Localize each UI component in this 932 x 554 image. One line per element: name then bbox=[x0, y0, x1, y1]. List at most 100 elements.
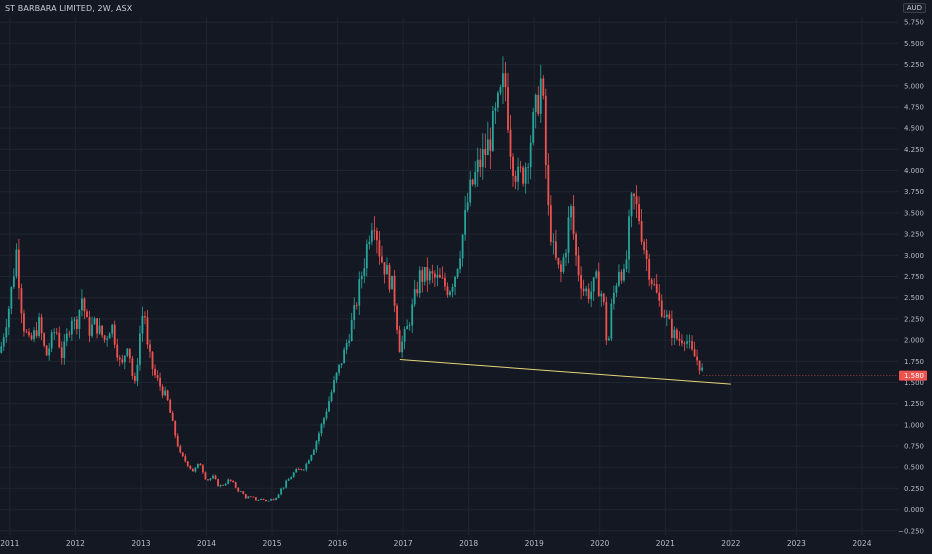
candle-body bbox=[280, 488, 282, 495]
candle-body bbox=[517, 166, 519, 182]
candle-body bbox=[623, 268, 625, 281]
candle-body bbox=[242, 491, 245, 495]
candle-body bbox=[0, 346, 3, 353]
candle-body bbox=[466, 202, 469, 210]
candle-body bbox=[194, 467, 197, 472]
candle-body bbox=[464, 209, 467, 235]
candle-body bbox=[275, 497, 277, 501]
candle-body bbox=[98, 325, 101, 334]
candle-body bbox=[267, 500, 270, 502]
candle-body bbox=[486, 139, 489, 155]
candle-body bbox=[612, 292, 615, 304]
candle-body bbox=[202, 465, 204, 473]
candle-body bbox=[373, 230, 376, 232]
y-tick-label: 2.500 bbox=[904, 294, 924, 302]
candle-body bbox=[338, 364, 340, 373]
y-tick-label: −0.250 bbox=[898, 527, 924, 535]
candle-body bbox=[191, 468, 194, 472]
y-tick-label: 5.000 bbox=[904, 82, 924, 90]
candle-body bbox=[471, 179, 474, 185]
candle-body bbox=[265, 499, 267, 502]
candle-body bbox=[670, 318, 673, 338]
candle-body bbox=[514, 176, 517, 182]
candle-body bbox=[547, 165, 550, 206]
candle-body bbox=[227, 479, 230, 484]
candle-body bbox=[494, 107, 497, 111]
candle-body bbox=[78, 310, 81, 329]
candle-body bbox=[184, 456, 187, 462]
candle-body bbox=[416, 289, 419, 294]
y-tick-label: 1.500 bbox=[904, 379, 924, 387]
candle-body bbox=[665, 314, 668, 317]
candle-body bbox=[139, 333, 141, 365]
candle-body bbox=[539, 78, 542, 114]
candle-body bbox=[499, 87, 502, 93]
y-tick-label: 0.000 bbox=[904, 506, 924, 514]
candle-body bbox=[428, 271, 431, 281]
candle-body bbox=[358, 279, 361, 306]
candle-body bbox=[391, 275, 393, 290]
candle-body bbox=[426, 267, 429, 281]
candle-body bbox=[403, 329, 406, 342]
candle-body bbox=[653, 283, 656, 285]
x-tick-label: 2012 bbox=[66, 539, 85, 548]
candle-body bbox=[315, 441, 318, 450]
candle-body bbox=[406, 325, 409, 330]
candle-body bbox=[96, 318, 98, 334]
candle-body bbox=[60, 347, 63, 358]
x-tick-label: 2018 bbox=[459, 539, 478, 548]
candle-body bbox=[365, 244, 368, 269]
candle-body bbox=[43, 333, 46, 346]
candle-body bbox=[562, 257, 565, 272]
candle-body bbox=[580, 275, 583, 289]
candle-body bbox=[189, 466, 192, 469]
candle-body bbox=[68, 333, 71, 335]
currency-button[interactable]: AUD bbox=[902, 3, 926, 13]
candle-body bbox=[582, 288, 585, 292]
candle-body bbox=[141, 316, 144, 334]
x-tick-label: 2015 bbox=[262, 539, 281, 548]
candle-body bbox=[386, 265, 388, 275]
candle-body bbox=[209, 478, 212, 480]
x-tick-label: 2022 bbox=[721, 539, 740, 548]
candle-body bbox=[305, 463, 308, 470]
candle-body bbox=[401, 341, 404, 353]
candle-body bbox=[323, 418, 325, 425]
y-tick-label: 3.750 bbox=[904, 188, 924, 196]
candle-body bbox=[542, 78, 545, 96]
candle-body bbox=[444, 277, 446, 287]
x-tick-label: 2023 bbox=[787, 539, 806, 548]
candle-body bbox=[650, 279, 653, 284]
candle-body bbox=[239, 491, 242, 493]
candle-body bbox=[630, 193, 633, 217]
candle-body bbox=[204, 472, 207, 480]
candle-body bbox=[393, 275, 396, 306]
candle-body bbox=[55, 331, 58, 333]
candle-body bbox=[370, 230, 373, 242]
candle-body bbox=[343, 349, 346, 364]
candle-body bbox=[381, 256, 383, 263]
candle-body bbox=[640, 221, 643, 242]
candle-body bbox=[575, 233, 577, 256]
candle-body bbox=[645, 250, 648, 259]
candle-body bbox=[287, 479, 290, 481]
candle-body bbox=[146, 317, 149, 345]
candle-body bbox=[70, 320, 73, 335]
candle-body bbox=[524, 167, 527, 184]
candle-body bbox=[479, 159, 482, 168]
candle-body bbox=[615, 285, 618, 293]
candle-body bbox=[549, 205, 552, 242]
candle-body bbox=[668, 314, 671, 319]
candle-body bbox=[565, 252, 567, 258]
candle-body bbox=[101, 325, 104, 336]
candle-body bbox=[625, 259, 628, 269]
candle-body bbox=[58, 332, 61, 348]
candle-body bbox=[270, 498, 272, 501]
candle-body bbox=[673, 329, 676, 338]
candle-body bbox=[398, 329, 401, 353]
candle-body bbox=[12, 276, 15, 288]
candle-body bbox=[75, 319, 78, 329]
x-tick-label: 2013 bbox=[131, 539, 150, 548]
candle-body bbox=[537, 94, 540, 114]
